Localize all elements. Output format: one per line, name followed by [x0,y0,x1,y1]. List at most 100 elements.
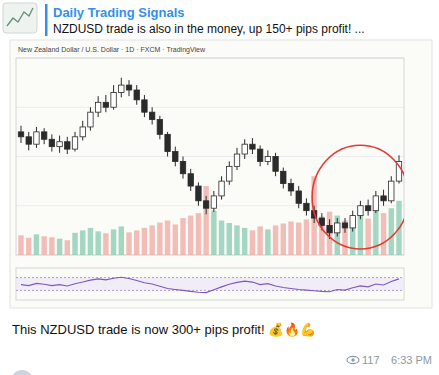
candle-body [41,132,46,139]
candle-body [149,112,154,119]
candle-body [273,157,278,172]
volume-bar [142,228,147,255]
candle-body [34,132,39,144]
volume-bar [88,228,93,255]
candle-body [72,137,77,149]
volume-bar [234,225,239,255]
volume-bar [342,221,347,255]
volume-bar [95,231,100,255]
message-text: This NZDUSD trade is now 300+ pips profi… [12,322,316,338]
highlight-ellipse [312,145,404,249]
view-count: 117 [362,354,380,366]
candle-body [203,201,208,208]
candle-body [257,149,262,161]
candle-body [103,102,108,107]
candle-body [26,137,31,144]
volume-bars [18,176,401,255]
candle-body [88,112,93,127]
avatar-icon [7,8,33,26]
price-marks [18,78,404,255]
channel-avatar [3,3,37,33]
avatar-frame [3,3,37,33]
volume-bar [34,234,39,255]
volume-bar [319,217,324,255]
volume-bar [149,225,154,255]
candle-body [173,152,178,162]
message-time: 6:33 PM [391,354,432,366]
candle-body [288,184,293,191]
candle-body [65,142,70,149]
chart-image: New Zealand Dollar / U.S. Dollar · 1D · … [10,40,432,308]
candle-body [304,203,309,210]
volume-bar [242,228,247,255]
price-grid [16,58,404,255]
grid-line [16,205,404,206]
volume-bar [196,213,201,255]
candle-body [389,181,394,201]
volume-bar [327,212,332,255]
volume-bar [157,222,162,255]
candle-body [281,171,286,183]
candle-body [327,225,332,232]
volume-bar [273,225,278,255]
rsi-grid-line [16,277,404,278]
volume-bar [103,233,108,255]
chart-background [10,40,432,308]
rsi-marks [21,277,399,292]
volume-bar [373,211,378,255]
volume-bar [219,221,224,255]
candle-body [365,206,370,211]
candle-body [350,216,355,228]
volume-bar [41,236,46,255]
price-frame [16,58,404,255]
volume-bar [165,221,170,255]
candle-body [134,90,139,100]
reply-bar [45,4,48,36]
candle-body [358,206,363,216]
eye-pupil [351,358,354,361]
volume-bar [381,213,386,255]
volume-bar [173,224,178,255]
candle-body [265,157,270,162]
candle-body [342,223,347,228]
page: Daily Trading Signals NZDUSD trade is als… [0,0,439,375]
grid-line [16,156,404,157]
candle-body [18,132,23,137]
volume-bar [296,222,301,255]
rsi-frame [16,268,404,300]
next-avatar [11,370,33,375]
volume-bar [134,230,139,255]
volume-bar [72,233,77,255]
candle-body [157,120,162,135]
volume-bar [57,239,62,255]
views-icon [347,356,359,363]
eye-outline [347,356,359,363]
candle-body [250,144,255,149]
volume-bar [281,223,286,255]
volume-bar [304,220,309,255]
candles [18,78,401,239]
volume-bar [18,235,23,255]
volume-bar [335,216,340,255]
candle-body [242,144,247,154]
volume-bar [188,216,193,255]
candle-body [95,102,100,112]
volume-bar [250,230,255,255]
candle-body [142,100,147,112]
candle-body [211,196,216,208]
channel-name: Daily Trading Signals [53,5,184,20]
candle-body [234,154,239,166]
candle-body [180,161,185,173]
candle-body [111,92,116,107]
candle-body [335,223,340,233]
chart-title: New Zealand Dollar / U.S. Dollar · 1D · … [18,46,206,54]
candle-body [188,174,193,186]
volume-bar [257,226,262,255]
candle-body [57,142,62,147]
candle-body [196,186,201,201]
reply-preview: NZDUSD trade is also in the money, up 15… [53,22,365,36]
volume-bar [80,230,85,255]
volume-bar [26,238,31,255]
candle-body [381,196,386,201]
grid-line [16,107,404,108]
